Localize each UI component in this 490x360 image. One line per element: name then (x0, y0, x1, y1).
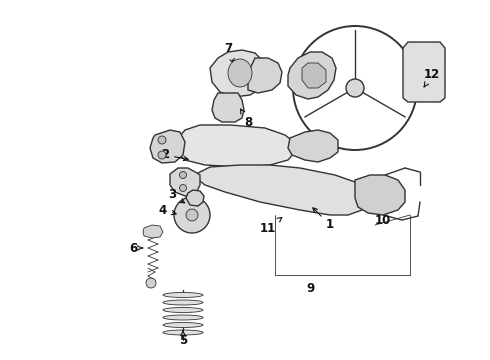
Polygon shape (212, 93, 244, 122)
Polygon shape (355, 175, 405, 215)
Text: 10: 10 (375, 213, 391, 226)
Text: 8: 8 (241, 109, 252, 129)
Text: 1: 1 (313, 208, 334, 231)
Polygon shape (186, 190, 204, 206)
Text: 9: 9 (306, 282, 314, 294)
Circle shape (346, 79, 364, 97)
Polygon shape (143, 225, 163, 238)
Text: 6: 6 (129, 242, 143, 255)
Text: 5: 5 (179, 330, 187, 346)
Ellipse shape (228, 59, 252, 87)
Polygon shape (248, 58, 282, 93)
Polygon shape (196, 165, 368, 215)
Ellipse shape (163, 300, 203, 305)
Polygon shape (302, 63, 326, 88)
Text: 3: 3 (168, 189, 185, 203)
Text: 4: 4 (159, 203, 176, 216)
Text: 11: 11 (260, 217, 282, 234)
Polygon shape (210, 50, 266, 97)
Circle shape (174, 197, 210, 233)
Text: 12: 12 (424, 68, 440, 87)
Polygon shape (170, 168, 200, 196)
Polygon shape (288, 52, 336, 99)
Ellipse shape (163, 330, 203, 335)
Text: 7: 7 (224, 41, 234, 63)
Ellipse shape (163, 323, 203, 328)
Circle shape (158, 151, 166, 159)
Circle shape (186, 209, 198, 221)
Circle shape (179, 184, 187, 192)
Ellipse shape (163, 307, 203, 312)
Text: 2: 2 (161, 148, 188, 162)
Circle shape (158, 136, 166, 144)
Circle shape (146, 278, 156, 288)
Polygon shape (288, 130, 338, 162)
Ellipse shape (163, 292, 203, 297)
Polygon shape (403, 42, 445, 102)
Circle shape (179, 171, 187, 179)
Polygon shape (175, 125, 295, 167)
Polygon shape (150, 130, 185, 163)
Ellipse shape (163, 315, 203, 320)
